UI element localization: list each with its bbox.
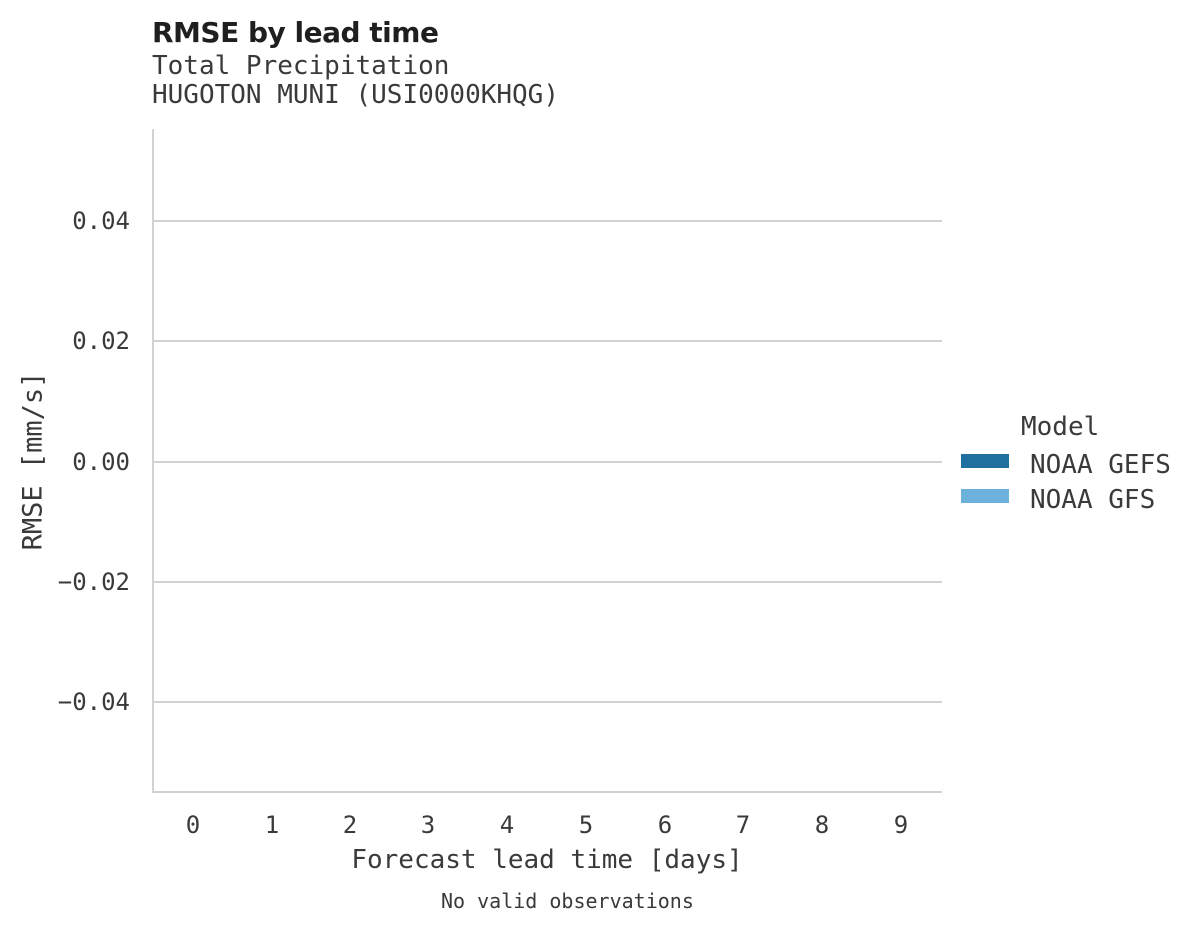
y-tick-label: 0.00 <box>72 448 130 476</box>
x-tick-label: 0 <box>185 811 201 839</box>
chart-subtitle-station: HUGOTON MUNI (USI0000KHQG) <box>152 80 559 110</box>
x-tick-label: 9 <box>893 811 909 839</box>
x-tick-label: 6 <box>657 811 673 839</box>
legend-label-noaa-gfs: NOAA GFS <box>1030 485 1156 515</box>
x-tick-label: 3 <box>420 811 436 839</box>
legend-title: Model <box>1021 412 1100 442</box>
y-tick-label: −0.02 <box>57 568 130 596</box>
y-tick-label: 0.04 <box>72 207 130 235</box>
no-data-caption: No valid observations <box>441 889 694 913</box>
gridline <box>154 340 942 342</box>
x-tick-label: 4 <box>499 811 515 839</box>
x-tick-label: 8 <box>814 811 830 839</box>
gridline <box>154 220 942 222</box>
chart-title: RMSE by lead time <box>152 16 439 49</box>
chart-subtitle-variable: Total Precipitation <box>152 51 450 81</box>
x-tick-label: 1 <box>264 811 280 839</box>
y-tick-label: −0.04 <box>57 688 130 716</box>
gridline <box>154 581 942 583</box>
gridline <box>154 701 942 703</box>
y-tick-label: 0.02 <box>72 327 130 355</box>
x-tick-label: 5 <box>578 811 594 839</box>
gridline <box>154 461 942 463</box>
legend-swatch-noaa-gefs <box>961 454 1009 468</box>
legend-label-noaa-gefs: NOAA GEFS <box>1030 450 1171 480</box>
x-tick-label: 7 <box>735 811 751 839</box>
x-tick-label: 2 <box>342 811 358 839</box>
plot-area <box>152 129 942 793</box>
legend-swatch-noaa-gfs <box>961 489 1009 503</box>
x-axis-title: Forecast lead time [days] <box>351 845 743 875</box>
